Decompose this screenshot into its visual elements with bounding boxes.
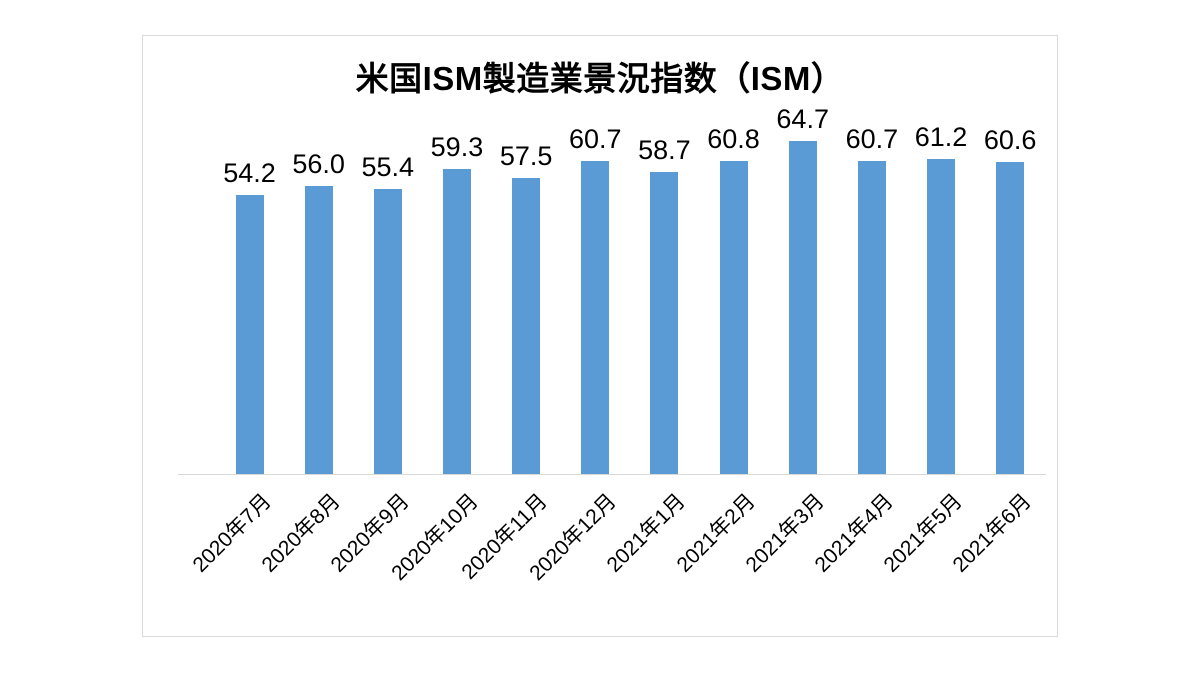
bar-value-label: 60.7 [845, 124, 899, 154]
bar [788, 141, 817, 474]
bar [719, 161, 748, 474]
bar [857, 161, 886, 474]
bar [304, 186, 333, 474]
bar [442, 169, 471, 474]
bar [235, 195, 264, 474]
bar-value-label: 55.4 [361, 152, 415, 182]
bar-value-label: 60.8 [707, 124, 760, 154]
bar-value-label: 64.7 [776, 104, 829, 134]
bar-value-label: 60.7 [568, 124, 622, 154]
bar [650, 172, 679, 474]
bar [373, 189, 402, 474]
x-axis-line [178, 474, 1046, 475]
bar [512, 178, 541, 474]
bar-value-label: 54.2 [223, 158, 276, 188]
chart-title: 米国ISM製造業景況指数（ISM） [355, 60, 845, 97]
chart-frame: 米国ISM製造業景況指数（ISM） 54.2 2020年7月 56.0 2020年8月… [142, 35, 1058, 637]
bar-value-label: 61.2 [914, 122, 968, 152]
bar-value-label: 59.3 [430, 132, 484, 162]
bar-value-label: 56.0 [292, 149, 345, 179]
bar-value-label: 60.6 [983, 125, 1037, 155]
bar-value-label: 58.7 [638, 135, 691, 165]
bar [581, 161, 610, 474]
plot-area: 54.2 2020年7月 56.0 2020年8月 55.4 2020年9月 59.3 202… [143, 36, 1057, 636]
bar [996, 162, 1025, 474]
bar-value-label: 57.5 [499, 141, 553, 171]
bar [927, 159, 955, 474]
